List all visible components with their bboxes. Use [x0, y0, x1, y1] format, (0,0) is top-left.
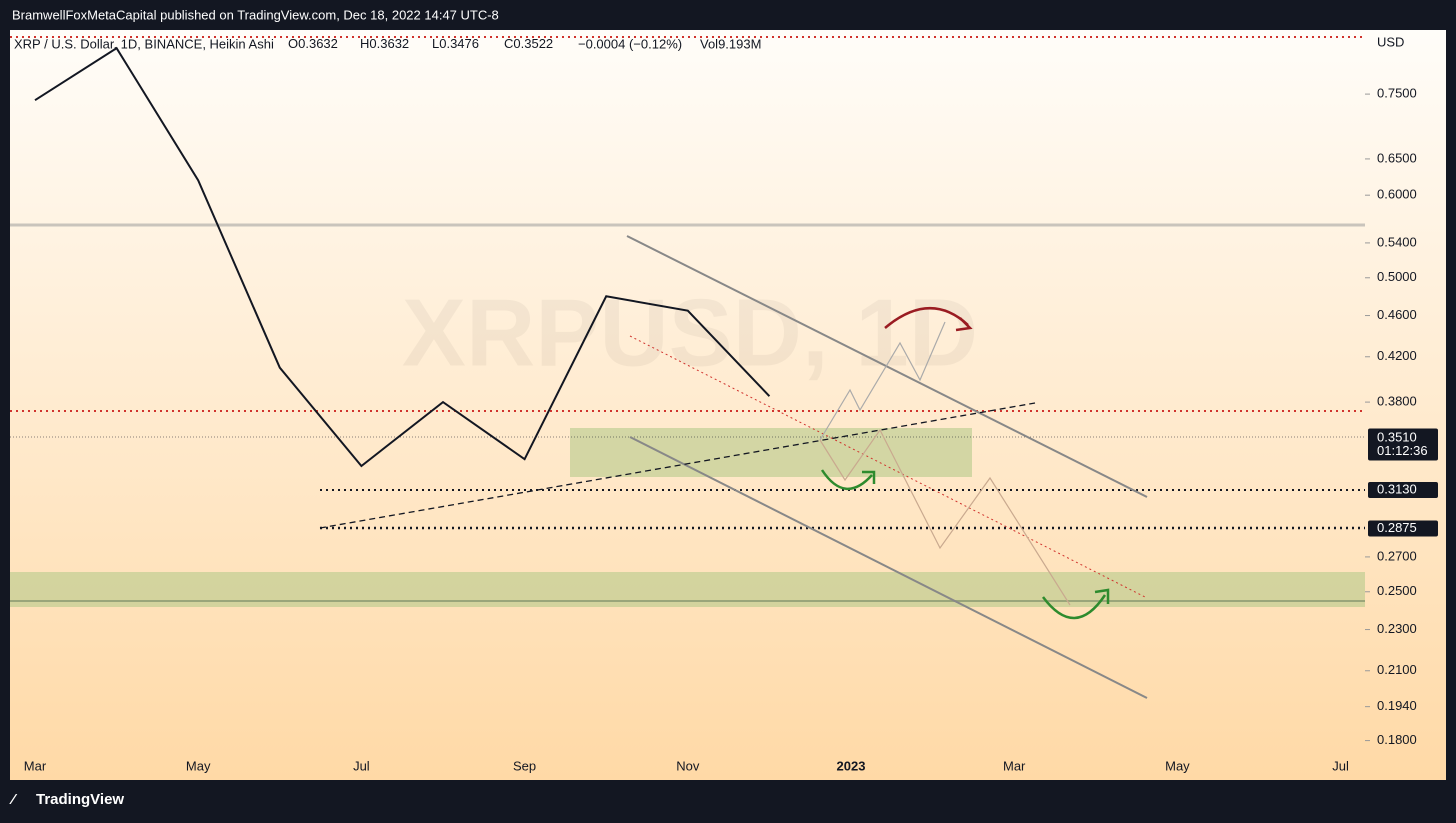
y-tick-label: 0.2300 [1377, 621, 1417, 636]
y-tick-label: 0.4600 [1377, 307, 1417, 322]
symbol-legend: XRP / U.S. Dollar, 1D, BINANCE, Heikin A… [14, 36, 274, 51]
x-tick-label: Jul [1332, 758, 1349, 773]
arrow-head [955, 317, 973, 332]
publish-info: BramwellFoxMetaCapital published on Trad… [12, 7, 499, 22]
chart-background [10, 30, 1446, 780]
ohlc-key: O [288, 36, 298, 51]
projection [819, 428, 1071, 606]
y-tick-label: 0.2700 [1377, 548, 1417, 563]
price-label-box [1368, 520, 1438, 537]
brand-logo: ⁄ [9, 791, 18, 808]
arrow [1041, 594, 1107, 620]
ohlc-item: O0.3632 [288, 36, 338, 51]
trendline [629, 335, 1148, 599]
x-tick-label: Mar [1003, 758, 1026, 773]
volume: Vol9.193M [700, 36, 761, 51]
arrow-head [1094, 588, 1110, 604]
ohlc-key: H [360, 36, 369, 51]
price-line [34, 46, 771, 468]
y-tick-label: 0.1940 [1377, 698, 1417, 713]
x-tick-label: May [1165, 758, 1190, 773]
arrow [820, 469, 873, 491]
currency: USD [1377, 34, 1404, 49]
y-tick-label: 0.5400 [1377, 234, 1417, 249]
change: −0.0004 (−0.12%) [578, 36, 682, 51]
y-tick-label: 0.3800 [1377, 394, 1417, 409]
y-tick-label: 0.2500 [1377, 583, 1417, 598]
projection [819, 321, 946, 441]
ohlc-value: 0.3632 [369, 36, 409, 51]
ohlc-value: 0.3476 [439, 36, 479, 51]
price-label-box [1368, 481, 1438, 498]
watermark: XRPUSD, 1D [402, 279, 978, 386]
brand: TradingView [36, 791, 124, 808]
price-label: 0.3510 [1377, 429, 1417, 444]
x-tick-label: Jul [353, 758, 370, 773]
x-tick-label: May [186, 758, 211, 773]
countdown: 01:12:36 [1377, 443, 1428, 458]
ohlc-key: C [504, 36, 513, 51]
ohlc-item: L0.3476 [432, 36, 479, 51]
trendline [319, 402, 1036, 529]
x-tick-label: Sep [513, 758, 536, 773]
price-label: 0.3130 [1377, 481, 1417, 496]
y-tick-label: 0.2100 [1377, 662, 1417, 677]
y-tick-label: 0.1800 [1377, 732, 1417, 747]
x-tick-label: Nov [676, 758, 700, 773]
arrow-head [862, 470, 876, 484]
ohlc-item: C0.3522 [504, 36, 553, 51]
channel-line [626, 235, 1148, 498]
price-label: 0.2875 [1377, 520, 1417, 535]
drawings [10, 36, 1365, 699]
ohlc-value: 0.3632 [298, 36, 338, 51]
x-tick-label: 2023 [837, 758, 866, 773]
y-tick-label: 0.6500 [1377, 150, 1417, 165]
y-tick-label: 0.4200 [1377, 348, 1417, 363]
support-zone [570, 428, 972, 477]
ohlc-value: 0.3522 [513, 36, 553, 51]
y-tick-label: 0.5000 [1377, 269, 1417, 284]
ohlc-key: L [432, 36, 439, 51]
channel-line [629, 436, 1148, 699]
ohlc-item: H0.3632 [360, 36, 409, 51]
y-tick-label: 0.7500 [1377, 86, 1417, 101]
price-label-box [1368, 430, 1438, 447]
y-tick-label: 0.6000 [1377, 187, 1417, 202]
x-tick-label: Mar [24, 758, 47, 773]
